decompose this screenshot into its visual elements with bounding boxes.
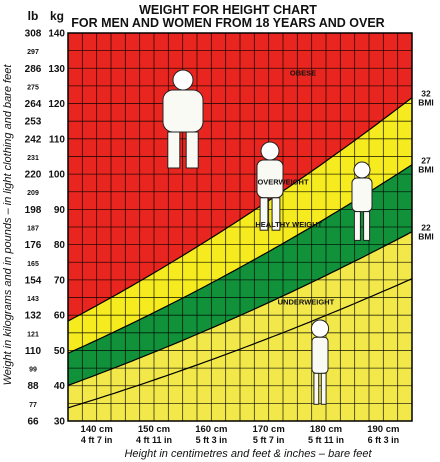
lb-tick-label: 264 xyxy=(25,99,42,110)
y-axis-title: Weight in kilograms and in pounds – in l… xyxy=(2,64,14,386)
x-tick-imperial-label: 4 ft 7 in xyxy=(81,435,113,445)
lb-tick-label: 165 xyxy=(27,261,39,268)
x-axis-title: Height in centimetres and feet & inches … xyxy=(124,448,372,460)
lb-tick-label: 242 xyxy=(25,134,42,145)
lb-tick-label: 253 xyxy=(25,117,42,128)
kg-tick-label: 80 xyxy=(54,240,66,251)
bmi-unit-label: BMI xyxy=(418,165,434,175)
underweight-figure-icon xyxy=(310,319,330,405)
lb-tick-label: 143 xyxy=(27,296,39,303)
lb-tick-label: 187 xyxy=(27,226,39,233)
x-tick-cm-label: 140 cm xyxy=(81,424,113,435)
plot-frame xyxy=(67,32,413,422)
kg-tick-label: 40 xyxy=(54,381,66,392)
zone-label: UNDERWEIGHT xyxy=(278,298,335,307)
overweight-figure-icon xyxy=(256,141,284,231)
lb-tick-label: 66 xyxy=(27,417,39,428)
kg-tick-label: 110 xyxy=(49,134,66,145)
bmi-unit-label: BMI xyxy=(418,232,434,242)
x-tick-cm-label: 150 cm xyxy=(138,424,170,435)
kg-tick-label: 130 xyxy=(48,64,65,75)
y-unit-kg: kg xyxy=(50,9,64,23)
zone-labels: OBESE OVERWEIGHT HEALTHY WEIGHT UNDERWEIGHT xyxy=(255,68,334,306)
kg-tick-label: 90 xyxy=(54,205,66,216)
obese-figure-icon xyxy=(162,69,204,169)
kg-tick-label: 140 xyxy=(48,29,65,40)
x-tick-cm-label: 160 cm xyxy=(195,424,227,435)
lb-tick-label: 231 xyxy=(27,155,39,162)
lb-tick-label: 308 xyxy=(25,29,42,40)
x-tick-imperial-label: 5 ft 11 in xyxy=(308,435,344,445)
plot-area xyxy=(67,32,413,422)
lb-tick-label: 154 xyxy=(25,275,42,286)
zone-label: OBESE xyxy=(290,68,316,77)
kg-tick-label: 100 xyxy=(48,170,65,181)
lb-tick-label: 286 xyxy=(25,64,42,75)
kg-tick-label: 70 xyxy=(54,275,66,286)
lb-tick-label: 198 xyxy=(25,205,42,216)
x-tick-imperial-label: 5 ft 3 in xyxy=(196,435,228,445)
bmi-value-label: 27 xyxy=(421,156,431,166)
kg-tick-label: 60 xyxy=(54,311,66,322)
lb-tick-label: 297 xyxy=(27,49,39,56)
lb-tick-label: 77 xyxy=(29,402,37,409)
bmi-value-label: 32 xyxy=(421,89,431,99)
kg-tick-label: 120 xyxy=(48,99,65,110)
bmi-value-label: 22 xyxy=(421,223,431,233)
lb-tick-label: 121 xyxy=(27,331,39,338)
lb-tick-label: 275 xyxy=(27,84,39,91)
bmi-boundary-line xyxy=(68,278,412,409)
lb-tick-label: 99 xyxy=(29,367,37,374)
x-tick-cm-label: 170 cm xyxy=(253,424,285,435)
chart-title-line-2: FOR MEN AND WOMEN FROM 18 YEARS AND OVER xyxy=(71,16,384,30)
bmi-boundary-line xyxy=(68,231,412,386)
healthy-figure-icon xyxy=(351,161,373,241)
lb-tick-label: 110 xyxy=(25,346,42,357)
kg-tick-label: 50 xyxy=(54,346,66,357)
chart-title-line-1: WEIGHT FOR HEIGHT CHART xyxy=(139,3,317,17)
y-unit-lb: lb xyxy=(28,9,39,23)
lb-tick-label: 132 xyxy=(25,311,42,322)
x-tick-cm-label: 190 cm xyxy=(367,424,399,435)
x-tick-cm-label: 180 cm xyxy=(310,424,342,435)
lb-tick-label: 176 xyxy=(25,240,42,251)
kg-tick-label: 30 xyxy=(54,417,66,428)
x-tick-imperial-label: 5 ft 7 in xyxy=(253,435,285,445)
lb-tick-label: 209 xyxy=(27,190,39,197)
lb-tick-label: 220 xyxy=(25,170,42,181)
bmi-unit-label: BMI xyxy=(418,98,434,108)
x-tick-imperial-label: 6 ft 3 in xyxy=(368,435,400,445)
y-axis-ticks: 140 130 120 110 100 90 80 70 60 50 40 30 308 297 286 27… xyxy=(25,29,66,428)
zone-label: OVERWEIGHT xyxy=(257,178,309,187)
bmi-boundary-line xyxy=(68,97,412,322)
lb-tick-label: 88 xyxy=(27,381,39,392)
zone-label: HEALTHY WEIGHT xyxy=(255,220,322,229)
x-tick-imperial-label: 4 ft 11 in xyxy=(136,435,172,445)
